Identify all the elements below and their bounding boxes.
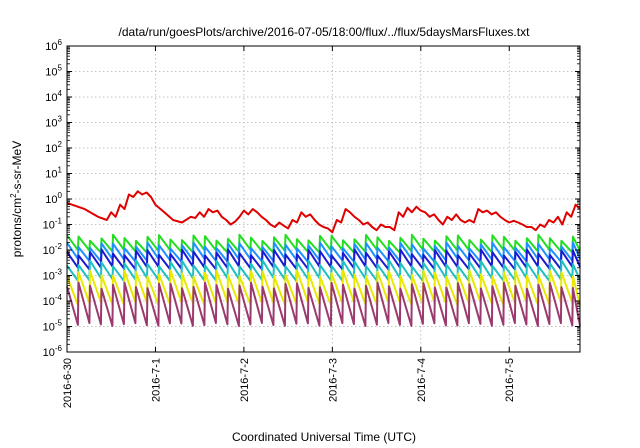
y-tick-label: 10-3 bbox=[43, 268, 63, 283]
y-tick-label: 100 bbox=[45, 191, 62, 206]
y-tick-label: 10-6 bbox=[43, 344, 63, 359]
x-tick-label: 2016-7-5 bbox=[504, 358, 516, 402]
y-tick-label: 10-4 bbox=[43, 293, 63, 308]
y-tick-label: 105 bbox=[45, 64, 62, 79]
y-tick-label: 104 bbox=[45, 89, 62, 104]
y-tick-label: 10-5 bbox=[43, 319, 63, 334]
series-line-1 bbox=[66, 233, 581, 254]
y-tick-label: 10-1 bbox=[43, 217, 63, 232]
y-axis-ticks: 106 105 104 103 102 101 100 10-1 10-2 10-3 10-4 10-… bbox=[43, 38, 580, 359]
grid-lines bbox=[67, 46, 580, 352]
series-line-6 bbox=[66, 281, 581, 327]
series-line-2 bbox=[66, 241, 581, 263]
x-tick-label: 2016-7-1 bbox=[150, 358, 162, 402]
y-tick-label: 106 bbox=[45, 38, 62, 53]
x-axis-ticks: 2016-6-30 2016-7-1 2016-7-2 2016-7-3 2016-7-… bbox=[62, 46, 516, 408]
x-tick-label: 2016-6-30 bbox=[62, 358, 74, 408]
chart-title: /data/run/goesPlots/archive/2016-07-05/1… bbox=[119, 25, 531, 39]
y-tick-label: 101 bbox=[45, 166, 62, 181]
series-line-5 bbox=[66, 269, 581, 306]
x-tick-label: 2016-7-3 bbox=[327, 358, 339, 402]
y-tick-label: 102 bbox=[45, 140, 62, 155]
series-line-0 bbox=[66, 190, 581, 234]
series-line-4 bbox=[66, 259, 581, 282]
y-axis-label: protons/cm2-s-sr-MeV bbox=[9, 141, 24, 257]
x-axis-label: Coordinated Universal Time (UTC) bbox=[232, 430, 416, 444]
x-tick-label: 2016-7-2 bbox=[239, 358, 251, 402]
x-tick-label: 2016-7-4 bbox=[416, 358, 428, 402]
y-tick-label: 103 bbox=[45, 115, 62, 130]
series-lines bbox=[66, 190, 581, 327]
y-tick-label: 10-2 bbox=[43, 242, 63, 257]
series-line-3 bbox=[66, 248, 581, 271]
